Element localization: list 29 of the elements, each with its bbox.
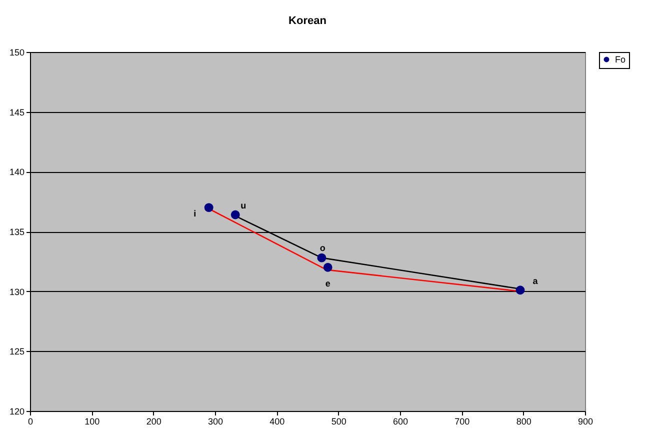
annotation: a [532, 276, 539, 286]
point [516, 286, 525, 295]
annotation: e [325, 278, 330, 288]
y-tick-label: 150 [9, 48, 24, 58]
x-tick-label: 800 [516, 416, 532, 426]
x-tick-label: 300 [208, 416, 224, 426]
y-tick-label: 120 [9, 406, 24, 416]
legend-label: Fo [615, 54, 626, 64]
annotation: u [240, 200, 246, 211]
annotation: i [194, 208, 196, 219]
point [317, 253, 326, 262]
point [323, 262, 332, 272]
x-tick-label: 500 [331, 416, 346, 426]
x-tick-label: 0 [28, 416, 34, 426]
x-tick-label: 400 [270, 416, 285, 426]
point [204, 203, 214, 212]
annotation: o [320, 242, 326, 253]
x-tick-label: 200 [146, 416, 162, 426]
point [230, 210, 240, 220]
y-tick-label: 135 [9, 227, 24, 237]
x-tick-label: 900 [578, 416, 594, 426]
y-tick-label: 125 [9, 346, 24, 357]
x-tick-label: 100 [84, 416, 100, 426]
x-tick-label: 700 [454, 416, 470, 426]
y-tick-label: 145 [9, 107, 24, 118]
chart-title: Korean [288, 15, 327, 27]
y-tick-label: 140 [9, 167, 24, 178]
y-tick-label: 130 [9, 286, 24, 297]
x-tick-label: 600 [392, 416, 408, 426]
